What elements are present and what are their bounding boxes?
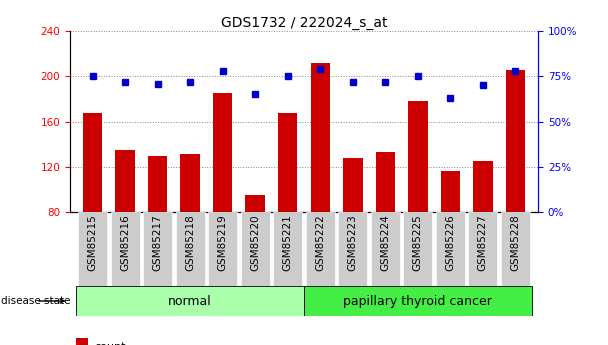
Text: GSM85217: GSM85217 bbox=[153, 214, 163, 271]
Text: GSM85219: GSM85219 bbox=[218, 214, 228, 271]
Bar bbox=[306, 212, 335, 286]
Text: GSM85225: GSM85225 bbox=[413, 214, 423, 271]
Bar bbox=[148, 156, 167, 212]
Bar bbox=[436, 212, 465, 286]
Text: GSM85224: GSM85224 bbox=[380, 214, 390, 271]
Text: GSM85220: GSM85220 bbox=[250, 214, 260, 271]
Text: GSM85221: GSM85221 bbox=[283, 214, 292, 271]
Bar bbox=[143, 212, 172, 286]
Bar bbox=[403, 212, 432, 286]
Title: GDS1732 / 222024_s_at: GDS1732 / 222024_s_at bbox=[221, 16, 387, 30]
Text: GSM85227: GSM85227 bbox=[478, 214, 488, 271]
Bar bbox=[441, 171, 460, 212]
Bar bbox=[83, 112, 102, 212]
Bar bbox=[311, 63, 330, 212]
Text: GSM85222: GSM85222 bbox=[316, 214, 325, 271]
Bar bbox=[273, 212, 302, 286]
Text: GSM85215: GSM85215 bbox=[88, 214, 98, 271]
Bar bbox=[506, 70, 525, 212]
Bar bbox=[408, 101, 427, 212]
Bar bbox=[278, 112, 297, 212]
Bar bbox=[241, 212, 270, 286]
Text: GSM85226: GSM85226 bbox=[445, 214, 455, 271]
Text: GSM85223: GSM85223 bbox=[348, 214, 358, 271]
Bar bbox=[213, 93, 232, 212]
Text: papillary thyroid cancer: papillary thyroid cancer bbox=[344, 295, 492, 307]
Bar bbox=[473, 161, 492, 212]
Bar bbox=[77, 286, 304, 316]
Text: GSM85216: GSM85216 bbox=[120, 214, 130, 271]
Bar bbox=[343, 158, 362, 212]
Bar bbox=[338, 212, 367, 286]
Bar bbox=[501, 212, 530, 286]
Text: count: count bbox=[94, 342, 126, 345]
Bar bbox=[208, 212, 237, 286]
Bar bbox=[111, 212, 140, 286]
Bar bbox=[176, 212, 205, 286]
Bar bbox=[76, 338, 88, 345]
Bar bbox=[468, 212, 497, 286]
Text: disease state: disease state bbox=[1, 296, 71, 306]
Bar bbox=[246, 195, 265, 212]
Bar bbox=[376, 152, 395, 212]
Text: normal: normal bbox=[168, 295, 212, 307]
Bar bbox=[181, 155, 200, 212]
Text: GSM85228: GSM85228 bbox=[510, 214, 520, 271]
Bar bbox=[116, 150, 135, 212]
Bar bbox=[304, 286, 531, 316]
Text: GSM85218: GSM85218 bbox=[185, 214, 195, 271]
Bar bbox=[371, 212, 400, 286]
Bar bbox=[78, 212, 107, 286]
